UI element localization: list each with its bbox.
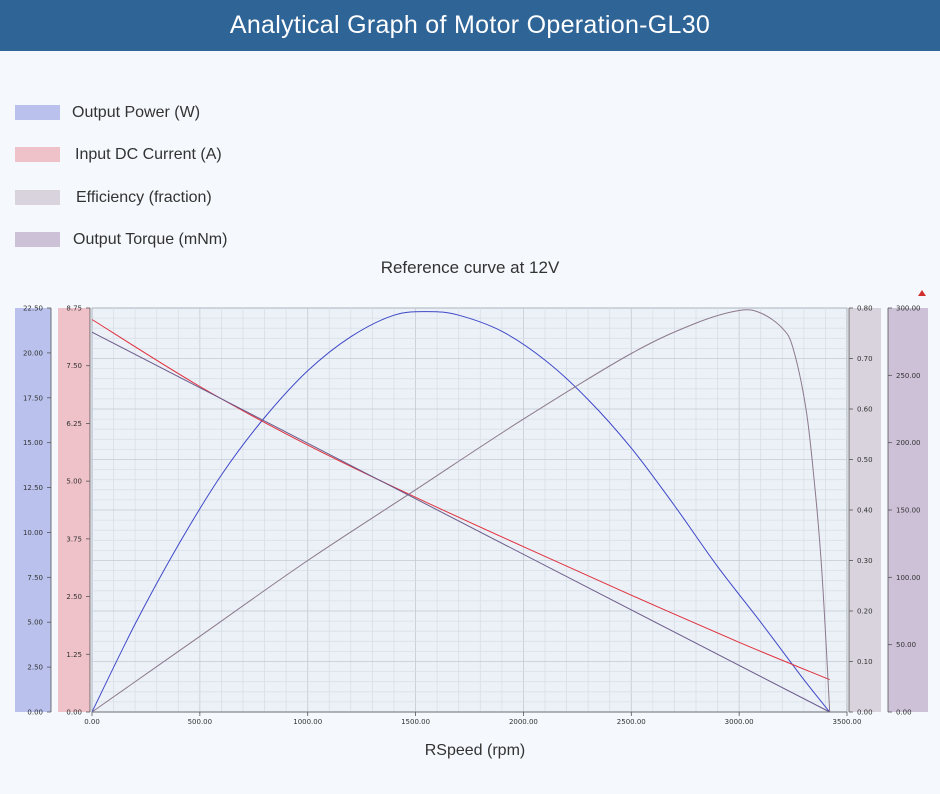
tick-label-efficiency: 0.00 — [857, 709, 873, 717]
tick-label-torque: 100.00 — [896, 574, 921, 582]
legend-item-output-torque[interactable]: Output Torque (mNm) — [15, 230, 415, 250]
scroll-up-icon[interactable] — [918, 290, 926, 296]
legend-swatch-efficiency — [15, 190, 60, 205]
x-tick-label: 0.00 — [84, 718, 100, 726]
tick-label-power: 12.50 — [23, 484, 43, 492]
tick-label-efficiency: 0.30 — [857, 557, 873, 565]
tick-label-power: 22.50 — [23, 305, 43, 313]
tick-label-current: 7.50 — [66, 362, 82, 370]
tick-label-power: 10.00 — [23, 529, 43, 537]
tick-label-power: 5.00 — [27, 619, 43, 627]
page-title-banner: Analytical Graph of Motor Operation-GL30 — [0, 0, 940, 51]
x-tick-label: 2500.00 — [617, 718, 646, 726]
tick-label-current: 3.75 — [66, 535, 82, 543]
tick-label-efficiency: 0.80 — [857, 305, 873, 313]
legend-item-output-power[interactable]: Output Power (W) — [15, 103, 415, 123]
tick-label-current: 6.25 — [66, 420, 82, 428]
tick-label-current: 0.00 — [66, 709, 82, 717]
legend-label-output-torque: Output Torque (mNm) — [73, 231, 228, 248]
x-tick-label: 2000.00 — [509, 718, 538, 726]
tick-label-efficiency: 0.40 — [857, 507, 873, 515]
tick-label-power: 7.50 — [27, 574, 43, 582]
legend-label-output-power: Output Power (W) — [72, 104, 201, 121]
tick-label-current: 8.75 — [66, 305, 82, 313]
series-line-current — [91, 319, 830, 681]
legend-swatch-input-current — [15, 147, 60, 162]
tick-label-torque: 150.00 — [896, 507, 921, 515]
legend-swatch-output-torque — [15, 232, 60, 247]
tick-label-efficiency: 0.60 — [857, 406, 873, 414]
tick-label-efficiency: 0.10 — [857, 658, 873, 666]
tick-label-efficiency: 0.50 — [857, 456, 873, 464]
page-title: Analytical Graph of Motor Operation-GL30 — [229, 11, 711, 39]
tick-label-power: 17.50 — [23, 394, 43, 402]
tick-label-torque: 50.00 — [896, 641, 916, 649]
tick-label-torque: 300.00 — [896, 305, 921, 313]
tick-label-power: 0.00 — [27, 709, 43, 717]
tick-label-efficiency: 0.70 — [857, 355, 873, 363]
chart-title: Reference curve at 12V — [380, 258, 560, 277]
tick-label-current: 2.50 — [66, 593, 82, 601]
legend-swatch-output-power — [15, 105, 60, 120]
legend-label-efficiency: Efficiency (fraction) — [76, 189, 212, 206]
x-tick-label: 3500.00 — [833, 718, 862, 726]
series-line-torque — [91, 331, 830, 713]
tick-label-torque: 250.00 — [896, 372, 921, 380]
axis-band-efficiency — [849, 308, 881, 712]
tick-label-current: 1.25 — [66, 651, 82, 659]
tick-label-torque: 0.00 — [896, 709, 912, 717]
tick-label-torque: 200.00 — [896, 439, 921, 447]
tick-label-power: 15.00 — [23, 439, 43, 447]
tick-label-current: 5.00 — [66, 478, 82, 486]
tick-label-power: 2.50 — [27, 664, 43, 672]
x-tick-label: 1500.00 — [401, 718, 430, 726]
x-tick-label: 1000.00 — [293, 718, 322, 726]
legend-label-input-current: Input DC Current (A) — [75, 146, 222, 163]
tick-label-efficiency: 0.20 — [857, 608, 873, 616]
x-axis-title: RSpeed (rpm) — [424, 742, 526, 759]
x-tick-label: 3000.00 — [725, 718, 754, 726]
x-tick-label: 500.00 — [188, 718, 213, 726]
legend-item-input-current[interactable]: Input DC Current (A) — [15, 145, 415, 165]
axis-band-current — [58, 308, 90, 712]
axis-band-power — [15, 308, 51, 712]
series-line-power — [91, 311, 831, 713]
axis-band-torque — [888, 308, 928, 712]
tick-label-power: 20.00 — [23, 349, 43, 357]
series-line-efficiency — [91, 309, 831, 713]
legend-item-efficiency[interactable]: Efficiency (fraction) — [15, 188, 415, 208]
